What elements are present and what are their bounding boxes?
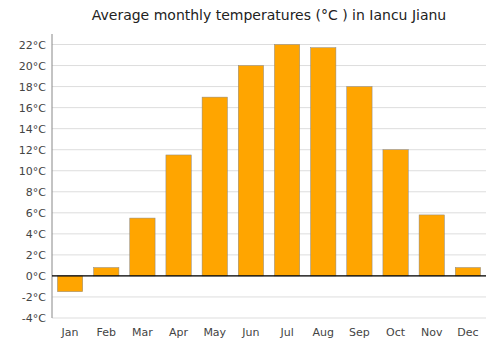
bar [419,215,444,276]
bar [455,268,480,276]
y-tick-label: 14°C [19,123,46,136]
grid-line [52,149,486,150]
y-tick-label: 2°C [26,249,46,262]
x-tick-label: Oct [386,326,406,339]
bars [57,45,480,292]
bar [347,87,372,276]
bar [57,276,82,292]
grid-line [52,170,486,171]
grid-line [52,44,486,45]
grid-line [52,318,486,319]
grid-line [52,86,486,87]
bar [383,150,408,276]
title: Average monthly temperatures (°C ) in Ia… [92,7,447,23]
y-tick-label: 20°C [19,60,46,73]
bar [130,218,155,276]
grid-line [52,296,486,297]
bar [238,66,263,276]
grid-line [52,107,486,108]
bar [94,268,119,276]
y-tick-label: 10°C [19,165,46,178]
grid-line [52,128,486,129]
x-tick-label: Feb [97,326,116,339]
x-tick-label: Dec [457,326,478,339]
chart-container: Average monthly temperatures (°C ) in Ia… [0,0,500,350]
bar [202,97,227,276]
x-tick-label: Jun [241,326,259,339]
chart: Average monthly temperatures (°C ) in Ia… [0,0,500,350]
x-tick-label: Jul [279,326,293,339]
x-tick-label: Sep [349,326,370,339]
grid [52,45,486,318]
y-tick-label: 12°C [19,144,46,157]
baseline [52,275,486,276]
y-tick-label: 8°C [26,186,46,199]
y-tick-label: 6°C [26,207,46,220]
x-tick-label: May [203,326,226,339]
x-tick-label: Nov [421,326,443,339]
y-tick-label: 0°C [26,270,46,283]
y-tick-label: 18°C [19,81,46,94]
grid-line [52,275,486,276]
y-tick-label: 16°C [19,102,46,115]
x-tick-label: Jan [61,326,79,339]
y-tick-label: -4°C [22,312,46,325]
x-tick-label: Apr [169,326,189,339]
bar [311,48,336,276]
y-tick-label: 22°C [19,39,46,52]
y-tick-label: -2°C [22,291,46,304]
grid-line [52,191,486,192]
grid-line [52,65,486,66]
x-tick-label: Aug [313,326,334,339]
x-tick-label: Mar [132,326,153,339]
y-tick-label: 4°C [26,228,46,241]
bar [274,45,299,276]
grid-line [52,212,486,213]
bar [166,155,191,276]
